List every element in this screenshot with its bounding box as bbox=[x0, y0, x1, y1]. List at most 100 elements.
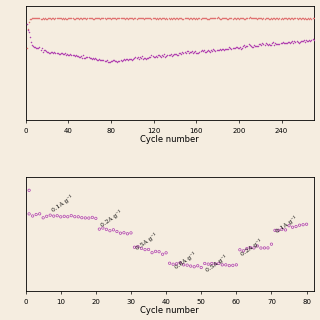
Point bbox=[194, 51, 199, 56]
Point bbox=[78, 16, 84, 21]
Point bbox=[255, 244, 260, 249]
Point bbox=[96, 57, 101, 62]
Point bbox=[69, 213, 74, 218]
Point bbox=[25, 28, 30, 33]
Point bbox=[37, 16, 42, 21]
Point bbox=[98, 16, 103, 21]
Point bbox=[146, 55, 151, 60]
Point bbox=[172, 51, 178, 56]
Point bbox=[276, 16, 281, 21]
Point bbox=[107, 16, 112, 21]
Point bbox=[165, 16, 170, 21]
Point bbox=[288, 16, 293, 21]
Point bbox=[125, 16, 131, 21]
Point bbox=[211, 47, 216, 52]
Point bbox=[88, 56, 93, 61]
Point bbox=[267, 16, 272, 21]
Point bbox=[216, 261, 221, 266]
Point bbox=[65, 16, 70, 21]
Point bbox=[59, 51, 64, 56]
Point bbox=[41, 215, 46, 220]
Point bbox=[90, 215, 95, 220]
Point bbox=[281, 40, 286, 45]
Point bbox=[153, 249, 158, 254]
Point bbox=[51, 213, 56, 219]
Point bbox=[273, 40, 278, 45]
Point bbox=[41, 48, 46, 53]
Point bbox=[113, 16, 118, 21]
Point bbox=[289, 39, 294, 44]
Point bbox=[300, 39, 306, 44]
Point bbox=[154, 15, 159, 20]
Point bbox=[301, 37, 307, 43]
Point bbox=[140, 16, 146, 21]
Point bbox=[245, 16, 250, 21]
Point bbox=[39, 45, 44, 50]
Point bbox=[185, 263, 190, 268]
Point bbox=[72, 214, 77, 219]
Point bbox=[42, 48, 47, 53]
Point bbox=[242, 43, 247, 48]
Point bbox=[310, 16, 315, 21]
Point bbox=[155, 52, 160, 57]
Point bbox=[296, 40, 301, 45]
Point bbox=[90, 56, 95, 61]
Point bbox=[58, 16, 63, 21]
Point bbox=[256, 16, 261, 21]
Point bbox=[27, 17, 32, 22]
Point bbox=[107, 59, 112, 64]
Point bbox=[93, 216, 99, 221]
Point bbox=[249, 15, 254, 20]
Point bbox=[135, 244, 140, 249]
Point bbox=[227, 263, 232, 268]
Point bbox=[279, 227, 284, 232]
Point bbox=[145, 15, 150, 20]
Point bbox=[210, 49, 215, 54]
Point bbox=[98, 58, 103, 63]
Text: 0.5A g⁻¹: 0.5A g⁻¹ bbox=[134, 231, 158, 251]
Point bbox=[139, 246, 144, 251]
Point bbox=[297, 40, 302, 45]
Point bbox=[305, 39, 310, 44]
Point bbox=[156, 52, 162, 58]
Point bbox=[135, 16, 140, 21]
Point bbox=[270, 16, 276, 21]
Point bbox=[206, 16, 212, 21]
Point bbox=[58, 214, 63, 220]
Point bbox=[126, 57, 132, 62]
Point bbox=[49, 49, 54, 54]
Point bbox=[80, 55, 85, 60]
Point bbox=[253, 44, 259, 49]
Point bbox=[99, 58, 104, 63]
Point bbox=[131, 56, 136, 61]
Point bbox=[281, 16, 286, 21]
Point bbox=[93, 57, 99, 62]
Point bbox=[62, 214, 67, 219]
Point bbox=[137, 55, 142, 60]
Point bbox=[138, 16, 143, 21]
Point bbox=[265, 16, 270, 21]
Point bbox=[220, 16, 226, 21]
Point bbox=[40, 16, 45, 21]
Point bbox=[53, 50, 58, 55]
Point bbox=[228, 45, 233, 51]
Point bbox=[139, 54, 144, 59]
Point bbox=[78, 54, 84, 59]
Point bbox=[141, 16, 147, 21]
Point bbox=[170, 52, 175, 57]
Point bbox=[162, 16, 167, 21]
Point bbox=[170, 16, 175, 21]
Point bbox=[92, 15, 98, 20]
Point bbox=[272, 228, 277, 233]
Point bbox=[121, 15, 126, 20]
Point bbox=[163, 54, 168, 59]
Point bbox=[243, 16, 248, 21]
Point bbox=[65, 52, 70, 57]
Point bbox=[297, 223, 302, 228]
Point bbox=[251, 16, 256, 21]
Point bbox=[38, 48, 43, 53]
Point bbox=[205, 48, 211, 53]
Point bbox=[152, 55, 157, 60]
Point bbox=[108, 16, 114, 21]
Point bbox=[213, 15, 218, 20]
